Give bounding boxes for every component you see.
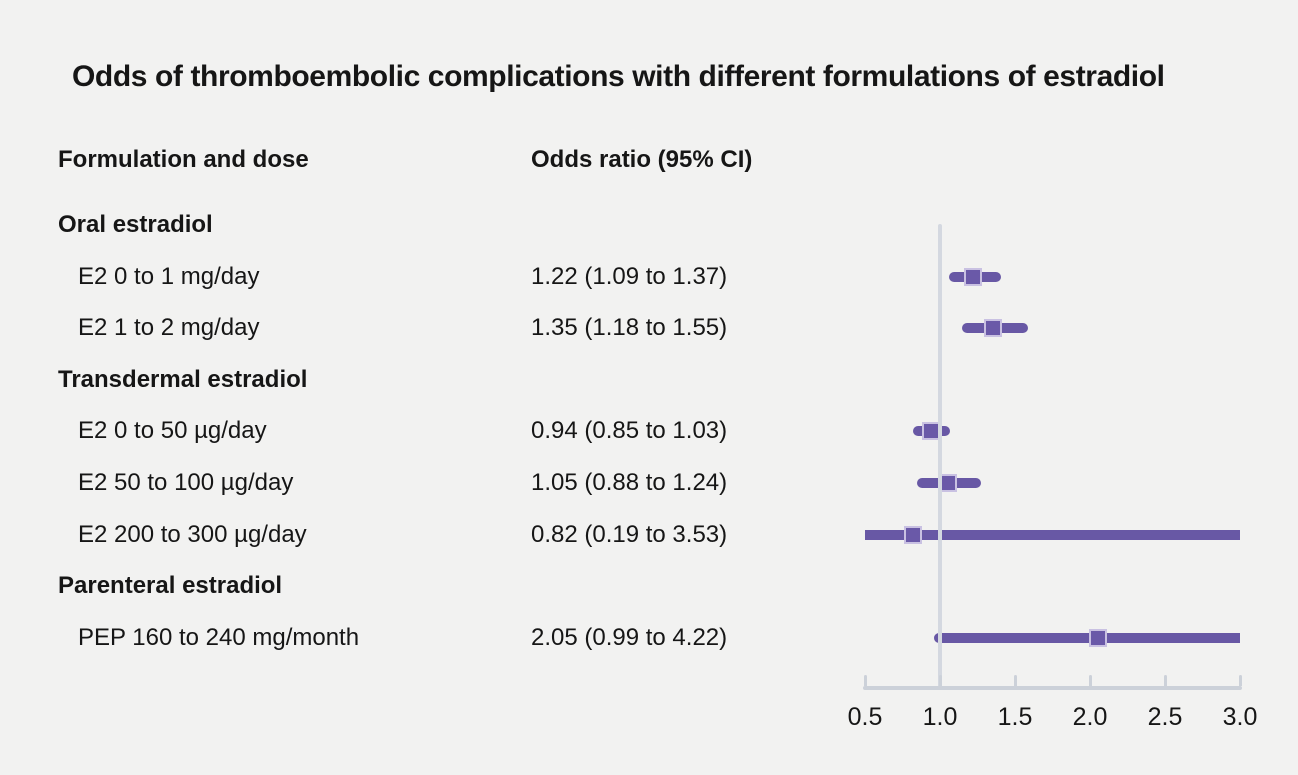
x-axis-tick-label: 0.5 [847,703,883,731]
group-label: Transdermal estradiol [58,365,308,393]
ci-bar [865,529,1240,540]
row-odds-ratio-value: 1.35 (1.18 to 1.55) [531,314,728,342]
x-axis-tick [1238,675,1242,686]
row-odds-ratio-value: 0.94 (0.85 to 1.03) [531,417,728,445]
x-axis-tick-label: 2.5 [1147,703,1183,731]
x-axis-tick-label: 1.0 [922,703,958,731]
column-header-odds-ratio: Odds ratio (95% CI) [531,146,753,173]
row-label: E2 0 to 1 mg/day [78,262,260,290]
point-estimate-marker [1088,628,1107,647]
row-label: E2 200 to 300 µg/day [78,520,307,548]
row-odds-ratio-value: 1.22 (1.09 to 1.37) [531,262,728,290]
row-odds-ratio-value: 0.82 (0.19 to 3.53) [531,520,728,548]
x-axis-tick-label: 2.0 [1072,703,1108,731]
ci-bar [933,632,1240,643]
x-axis-tick [863,675,867,686]
row-label: E2 0 to 50 µg/day [78,417,267,445]
reference-line [938,224,942,690]
x-axis-line [863,686,1242,690]
point-estimate-marker [983,319,1002,338]
group-label: Parenteral estradiol [58,572,283,600]
row-label: PEP 160 to 240 mg/month [78,623,360,651]
x-axis-tick-label: 3.0 [1222,703,1258,731]
point-estimate-marker [964,267,982,286]
x-axis-tick [1013,675,1017,686]
group-label: Oral estradiol [58,211,213,238]
row-odds-ratio-value: 1.05 (0.88 to 1.24) [531,469,728,496]
point-estimate-marker [904,525,922,544]
row-label: E2 50 to 100 µg/day [78,469,294,496]
column-header-formulation: Formulation and dose [58,146,309,173]
row-odds-ratio-value: 2.05 (0.99 to 4.22) [531,623,728,651]
x-axis-tick-label: 1.5 [997,703,1033,731]
chart-title: Odds of thromboembolic complications wit… [72,60,1165,93]
x-axis-tick [938,675,942,686]
x-axis-tick [1163,675,1167,686]
row-label: E2 1 to 2 mg/day [78,314,260,342]
x-axis-tick [1088,675,1092,686]
